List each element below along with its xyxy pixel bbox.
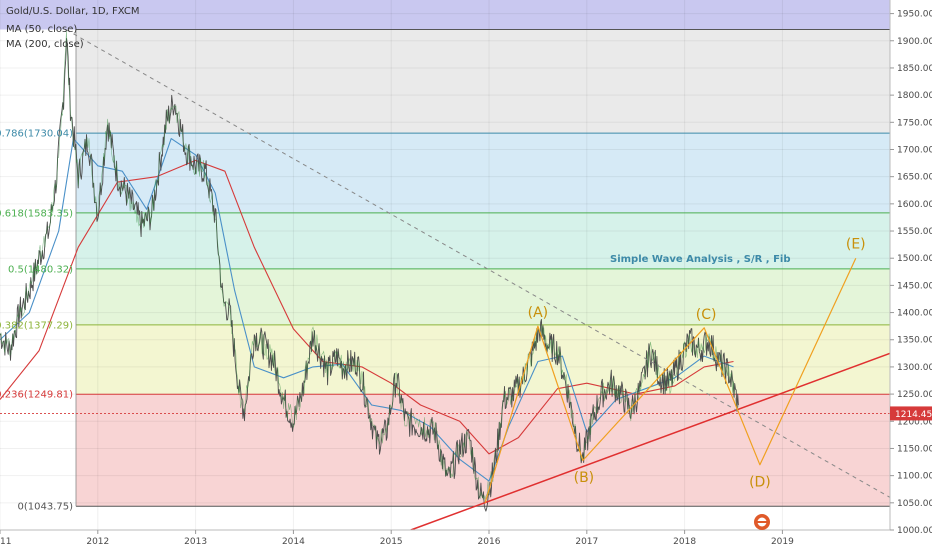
time-tick-label: 2017 — [575, 537, 598, 547]
price-tick-label: 1550.00 — [897, 227, 932, 237]
trendlines — [66, 29, 891, 531]
price-axis: 1950.00 1900.00 1850.00 1800.00 1750.00 1700.… — [889, 0, 932, 550]
current-price-label: 1214.45 — [895, 410, 932, 420]
price-tick-label: 1450.00 — [897, 281, 932, 291]
wave-label: (E) — [846, 236, 866, 252]
wave-path — [484, 257, 857, 503]
fib-band — [76, 133, 890, 213]
time-tick-label: 2013 — [184, 537, 207, 547]
price-tick-label: 1900.00 — [897, 37, 932, 47]
price-tick-label: 1950.00 — [897, 10, 932, 20]
ma-50-line — [0, 138, 734, 482]
fib-level-lines — [0, 29, 890, 507]
wave-label: (C) — [696, 307, 717, 323]
price-series-up — [0, 30, 739, 501]
wave-label: (D) — [749, 475, 771, 491]
price-tick-label: 1400.00 — [897, 309, 932, 319]
time-axis: 2011 2012 2013 2014 2015 2016 2017 2018 2019 — [0, 529, 890, 550]
current-price-tag[interactable] — [890, 406, 932, 421]
ma-50-legend[interactable]: MA (50, close) — [6, 24, 77, 35]
price-tick-label: 1500.00 — [897, 254, 932, 264]
price-axis-bg — [890, 0, 932, 550]
support-trendline[interactable] — [410, 352, 891, 531]
resistance-trendline[interactable] — [66, 29, 891, 498]
price-tick-label: 1000.00 — [897, 526, 932, 536]
ma-200-legend[interactable]: MA (200, close) — [6, 39, 84, 50]
analysis-annotation: Simple Wave Analysis , S/R , Fib — [610, 254, 790, 265]
fib-band — [76, 212, 890, 269]
price-tick-label: 1750.00 — [897, 118, 932, 128]
logo-icon — [754, 514, 770, 530]
time-tick-label: 2012 — [86, 537, 109, 547]
price-tick-label: 1650.00 — [897, 173, 932, 183]
price-tick-label: 1350.00 — [897, 336, 932, 346]
fib-band — [76, 268, 890, 325]
band-top — [0, 0, 890, 30]
price-tick-label: 1300.00 — [897, 363, 932, 373]
price-tick-label: 1050.00 — [897, 499, 932, 509]
fib-label: 0(1043.75) — [17, 502, 73, 513]
ma-50-layer — [0, 138, 734, 482]
price-layer — [0, 30, 739, 512]
time-tick-label: 2015 — [380, 537, 403, 547]
price-tick-label: 1150.00 — [897, 444, 932, 454]
price-tick-label: 1800.00 — [897, 91, 932, 101]
time-tick-label: 2014 — [282, 537, 305, 547]
time-axis-bg — [0, 530, 890, 550]
fib-labels: 0.786(1730.04) 0.618(1583.35) 0.5(1480.32)… — [0, 129, 73, 513]
symbol-title: Gold/U.S. Dollar, 1D, FXCM — [6, 6, 139, 17]
price-tick-label: 1200.00 — [897, 417, 932, 427]
time-tick-label: 2011 — [0, 537, 11, 547]
fib-label: 0.786(1730.04) — [0, 129, 73, 140]
fib-label: 0.236(1249.81) — [0, 390, 73, 401]
fib-band — [76, 29, 890, 134]
time-tick-label: 2016 — [478, 537, 501, 547]
fib-label: 0.5(1480.32) — [8, 264, 73, 275]
fib-bands — [0, 0, 890, 507]
fib-band — [76, 324, 890, 395]
price-tick-label: 1600.00 — [897, 200, 932, 210]
price-tick-label: 1100.00 — [897, 472, 932, 482]
price-tick-label: 1850.00 — [897, 64, 932, 74]
price-series — [0, 38, 739, 512]
time-tick-label: 2018 — [673, 537, 696, 547]
time-tick-label: 2019 — [771, 537, 794, 547]
price-tick-label: 1250.00 — [897, 390, 932, 400]
wave-label: (A) — [528, 305, 549, 321]
fib-label: 0.618(1583.35) — [0, 208, 73, 219]
price-tick-label: 1700.00 — [897, 145, 932, 155]
wave-projection: (A) (B) (C) (D) (E) — [484, 236, 866, 503]
wave-label: (B) — [574, 470, 595, 486]
fib-label: 0.382(1377.29) — [0, 320, 73, 331]
